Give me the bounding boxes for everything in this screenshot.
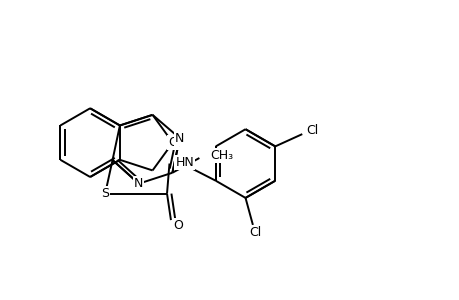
Text: N: N (175, 132, 184, 145)
Text: HN: HN (175, 156, 194, 169)
Text: N: N (134, 177, 143, 190)
Text: O: O (168, 136, 177, 149)
Text: S: S (101, 187, 109, 200)
Text: Cl: Cl (305, 124, 318, 137)
Text: Cl: Cl (249, 226, 261, 239)
Text: CH₃: CH₃ (210, 149, 233, 162)
Text: O: O (173, 220, 183, 232)
